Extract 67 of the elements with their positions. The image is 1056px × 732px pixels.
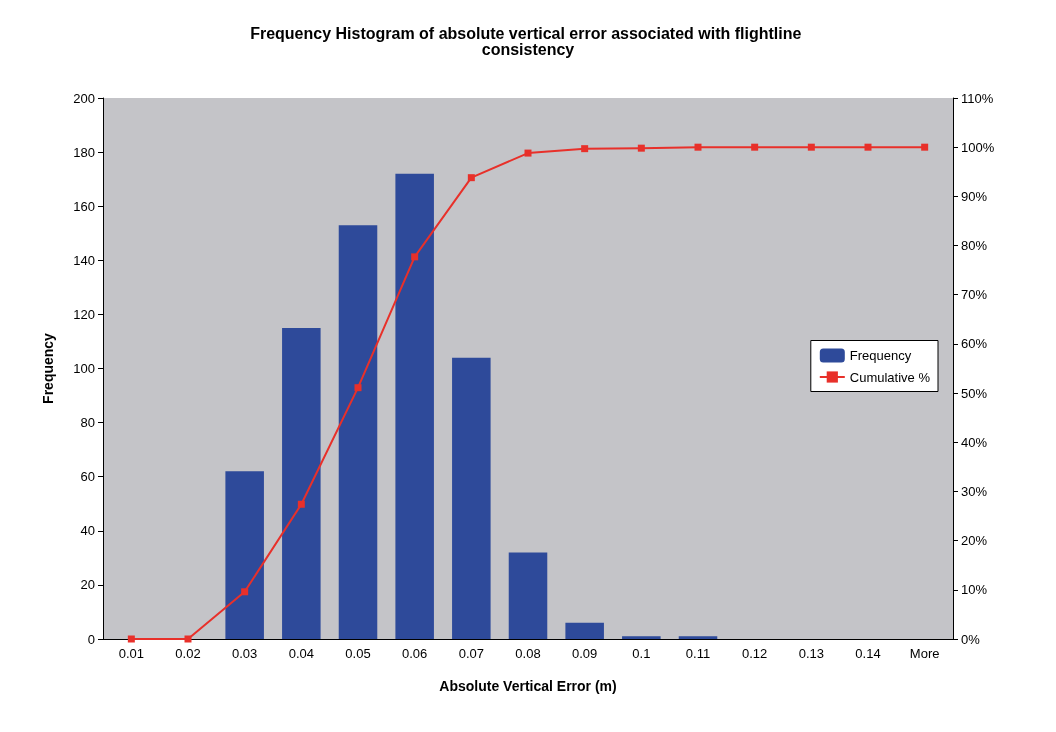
point [921, 143, 929, 151]
x-tick-label: 0.13 [798, 646, 824, 661]
point [694, 143, 702, 151]
bar [225, 471, 264, 639]
y-tick-label: 60 [80, 469, 95, 485]
x-tick-label: 0.12 [742, 646, 768, 661]
point [751, 143, 759, 151]
x-tick-label: 0.04 [288, 646, 314, 661]
point [467, 174, 475, 182]
y2-tick-label: 10% [961, 582, 988, 598]
y-axis-title: Frequency [40, 332, 56, 404]
y-tick-label: 40 [80, 523, 95, 539]
y2-tick-label: 100% [961, 139, 995, 155]
y2-tick-label: 0% [961, 631, 981, 647]
x-tick-label: 0.08 [515, 646, 541, 661]
point [864, 143, 872, 151]
bar [282, 327, 321, 639]
bar [338, 225, 378, 639]
y2-tick-label: 80% [961, 238, 988, 254]
point [241, 588, 249, 596]
y2-tick-label: 40% [961, 434, 988, 450]
y2-tick-label: 110% [961, 90, 994, 106]
x-tick-label: 0.11 [685, 646, 711, 661]
point [524, 149, 532, 157]
bar [452, 357, 491, 639]
point [807, 143, 815, 151]
y2-tick-label: 30% [961, 483, 988, 499]
bar [395, 173, 434, 639]
x-tick-label: 0.07 [458, 646, 484, 661]
x-tick-label: 0.1 [632, 646, 651, 661]
x-tick-label: 0.09 [572, 646, 598, 661]
point [184, 635, 192, 643]
bar [565, 622, 604, 639]
bar [508, 552, 548, 639]
x-axis-title: Absolute Vertical Error (m) [439, 678, 617, 694]
legend-label: Frequency [849, 348, 912, 363]
y2-tick-label: 20% [961, 533, 988, 549]
x-tick-label: More [909, 646, 940, 661]
x-tick-label: 0.05 [345, 646, 371, 661]
y2-tick-label: 60% [961, 336, 988, 352]
bar [678, 636, 718, 639]
point [411, 253, 419, 261]
point [297, 500, 305, 508]
y-tick-label: 180 [73, 144, 95, 160]
x-tick-label: 0.02 [175, 646, 201, 661]
point [581, 145, 589, 153]
chart-title: Frequency Histogram of absolute vertical error associated with flightline consistency [250, 24, 806, 58]
y-tick-label: 80 [80, 415, 95, 431]
y-tick-label: 120 [73, 306, 95, 322]
point [637, 144, 645, 152]
y-tick-label: 140 [73, 252, 95, 268]
x-tick-label: 0.03 [232, 646, 258, 661]
y-tick-label: 20 [80, 577, 95, 593]
x-tick-label: 0.06 [402, 646, 428, 661]
x-tick-label: 0.01 [118, 646, 144, 661]
y2-tick-label: 50% [961, 385, 988, 401]
point [354, 384, 362, 392]
y2-tick-label: 70% [961, 287, 988, 303]
y-tick-label: 200 [73, 90, 95, 106]
legend-label: Cumulative % [849, 369, 931, 385]
y2-tick-label: 90% [961, 188, 988, 204]
bar [622, 636, 661, 639]
y-tick-label: 100 [73, 361, 95, 376]
y-tick-label: 0 [87, 631, 95, 647]
x-tick-label: 0.14 [855, 646, 881, 661]
y-tick-label: 160 [73, 198, 95, 214]
point [127, 635, 135, 643]
